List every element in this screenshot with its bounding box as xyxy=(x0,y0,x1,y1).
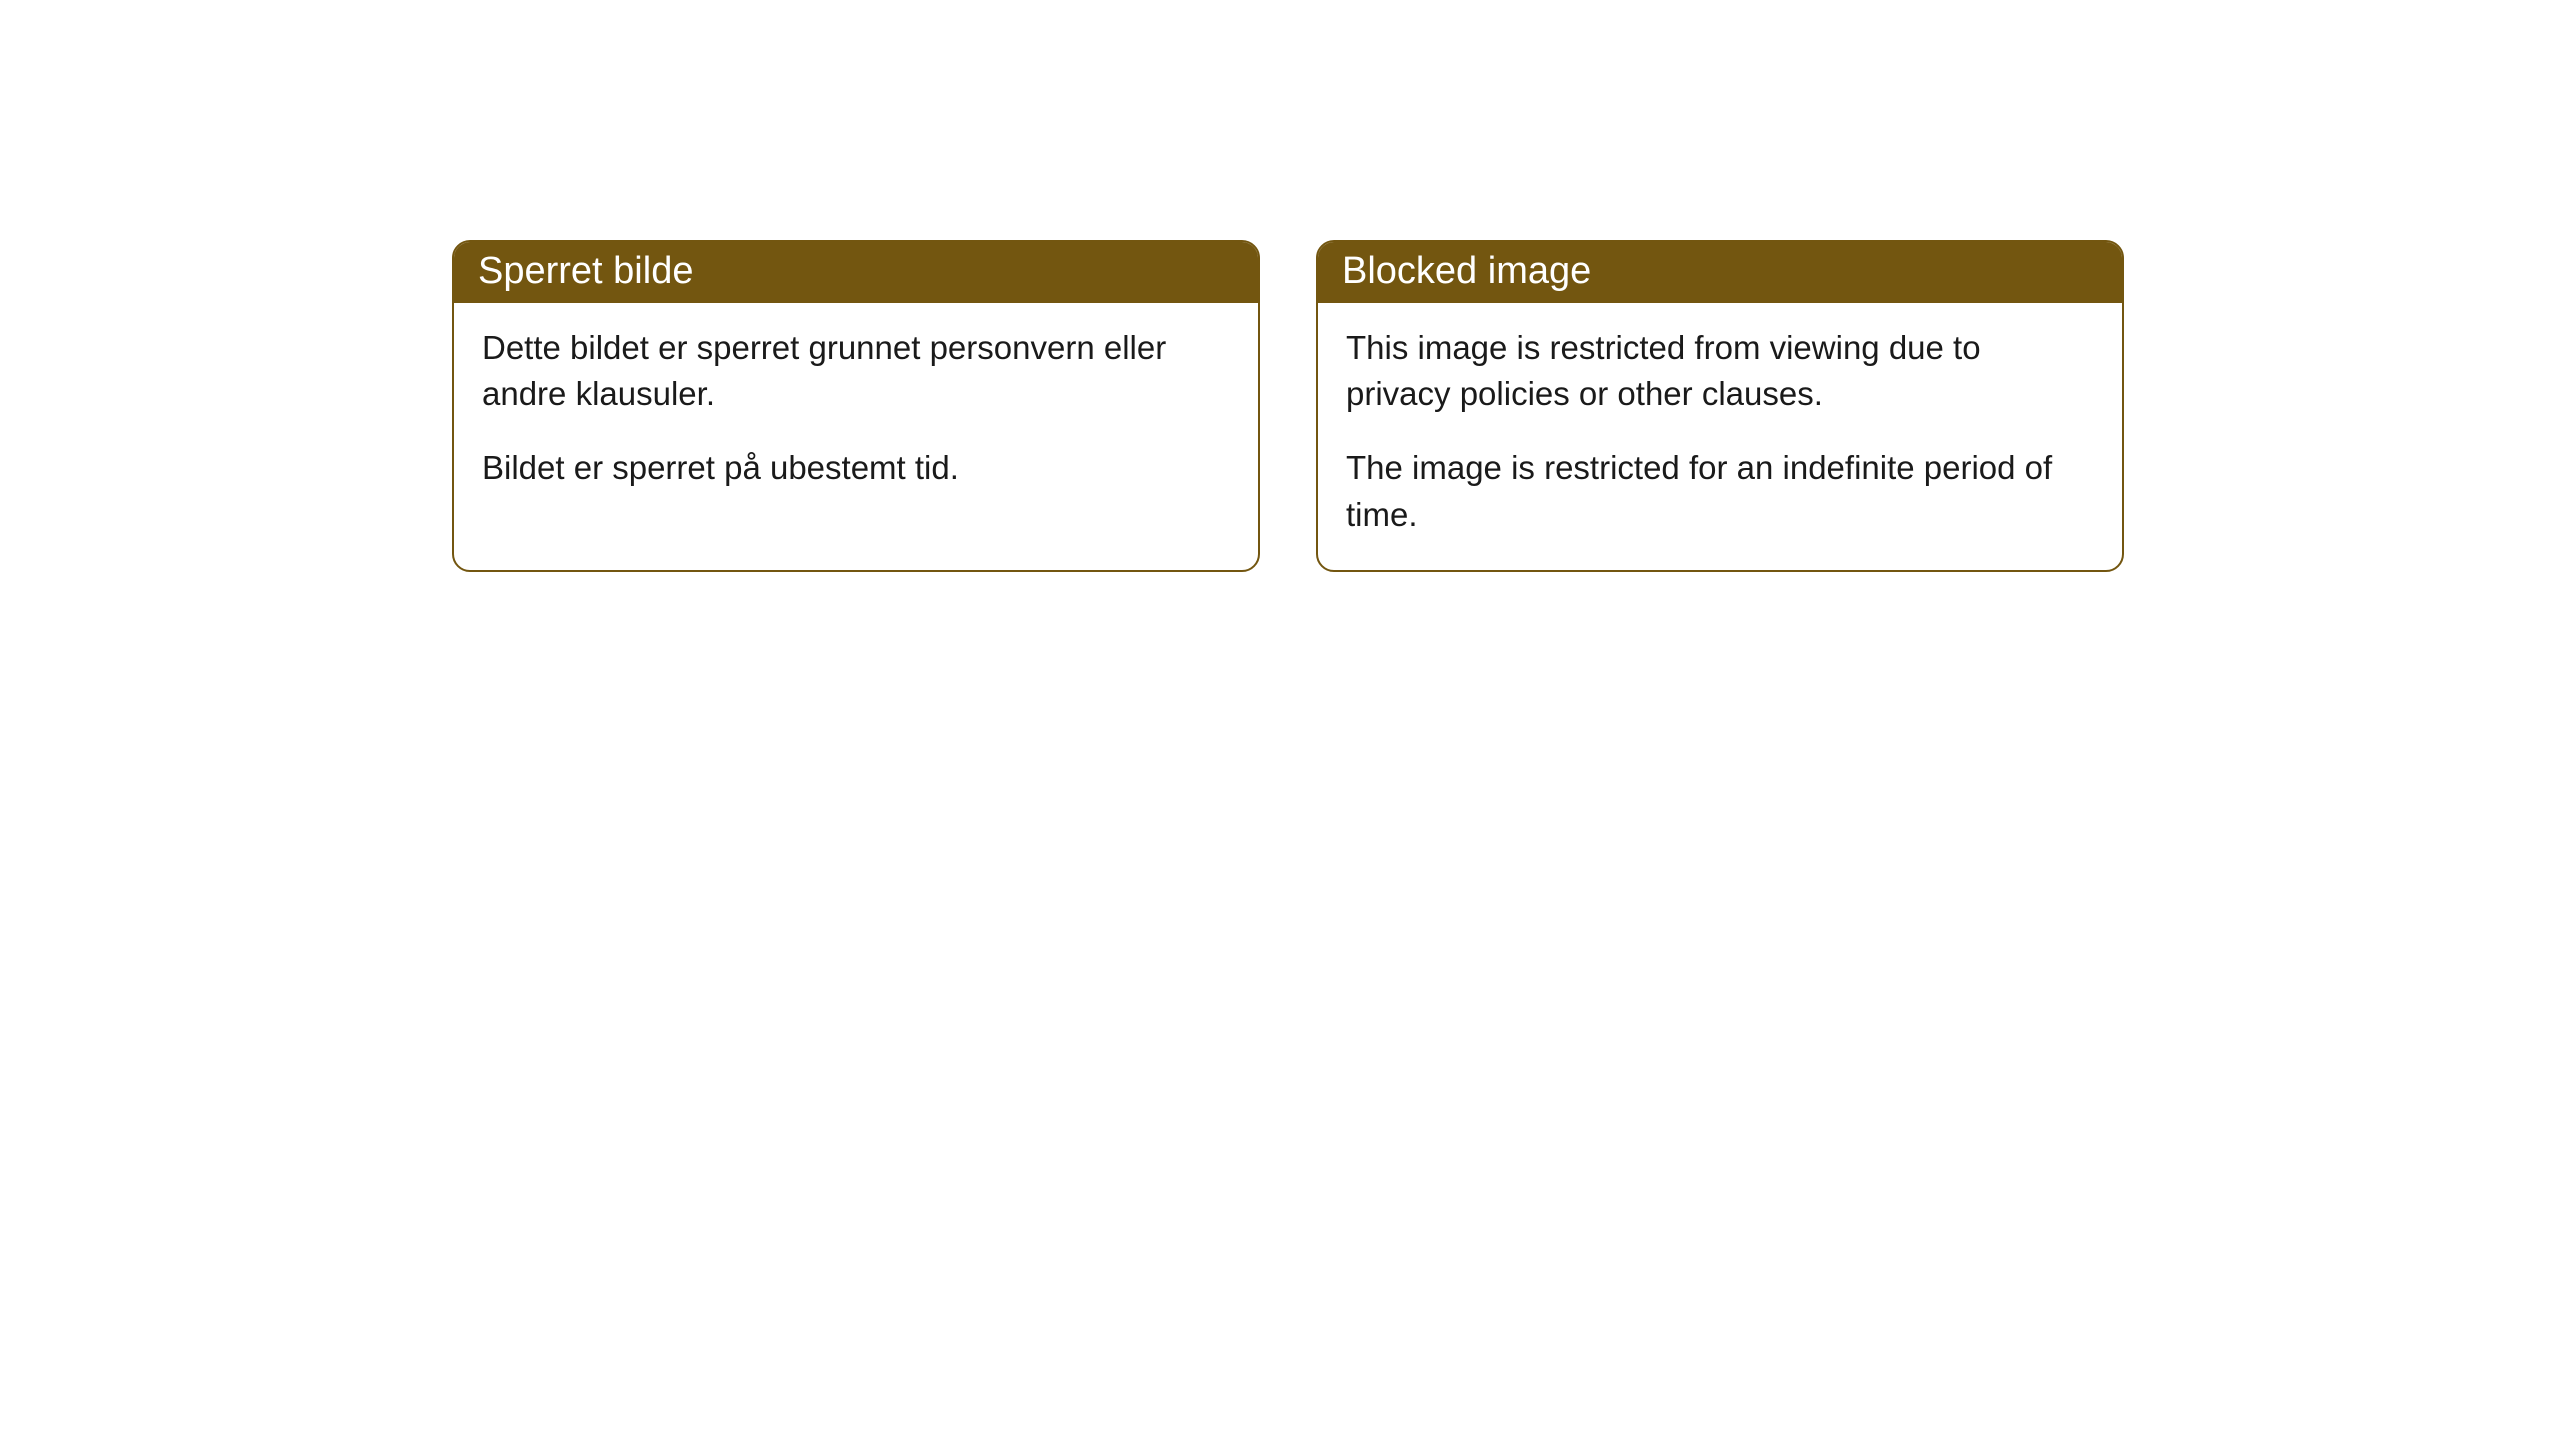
cards-container: Sperret bilde Dette bildet er sperret gr… xyxy=(0,0,2560,572)
blocked-image-card-english: Blocked image This image is restricted f… xyxy=(1316,240,2124,572)
card-header: Blocked image xyxy=(1318,242,2122,303)
card-body: Dette bildet er sperret grunnet personve… xyxy=(454,303,1258,524)
card-paragraph: This image is restricted from viewing du… xyxy=(1346,325,2094,417)
card-paragraph: Bildet er sperret på ubestemt tid. xyxy=(482,445,1230,491)
card-paragraph: The image is restricted for an indefinit… xyxy=(1346,445,2094,537)
card-header: Sperret bilde xyxy=(454,242,1258,303)
card-paragraph: Dette bildet er sperret grunnet personve… xyxy=(482,325,1230,417)
card-body: This image is restricted from viewing du… xyxy=(1318,303,2122,570)
blocked-image-card-norwegian: Sperret bilde Dette bildet er sperret gr… xyxy=(452,240,1260,572)
